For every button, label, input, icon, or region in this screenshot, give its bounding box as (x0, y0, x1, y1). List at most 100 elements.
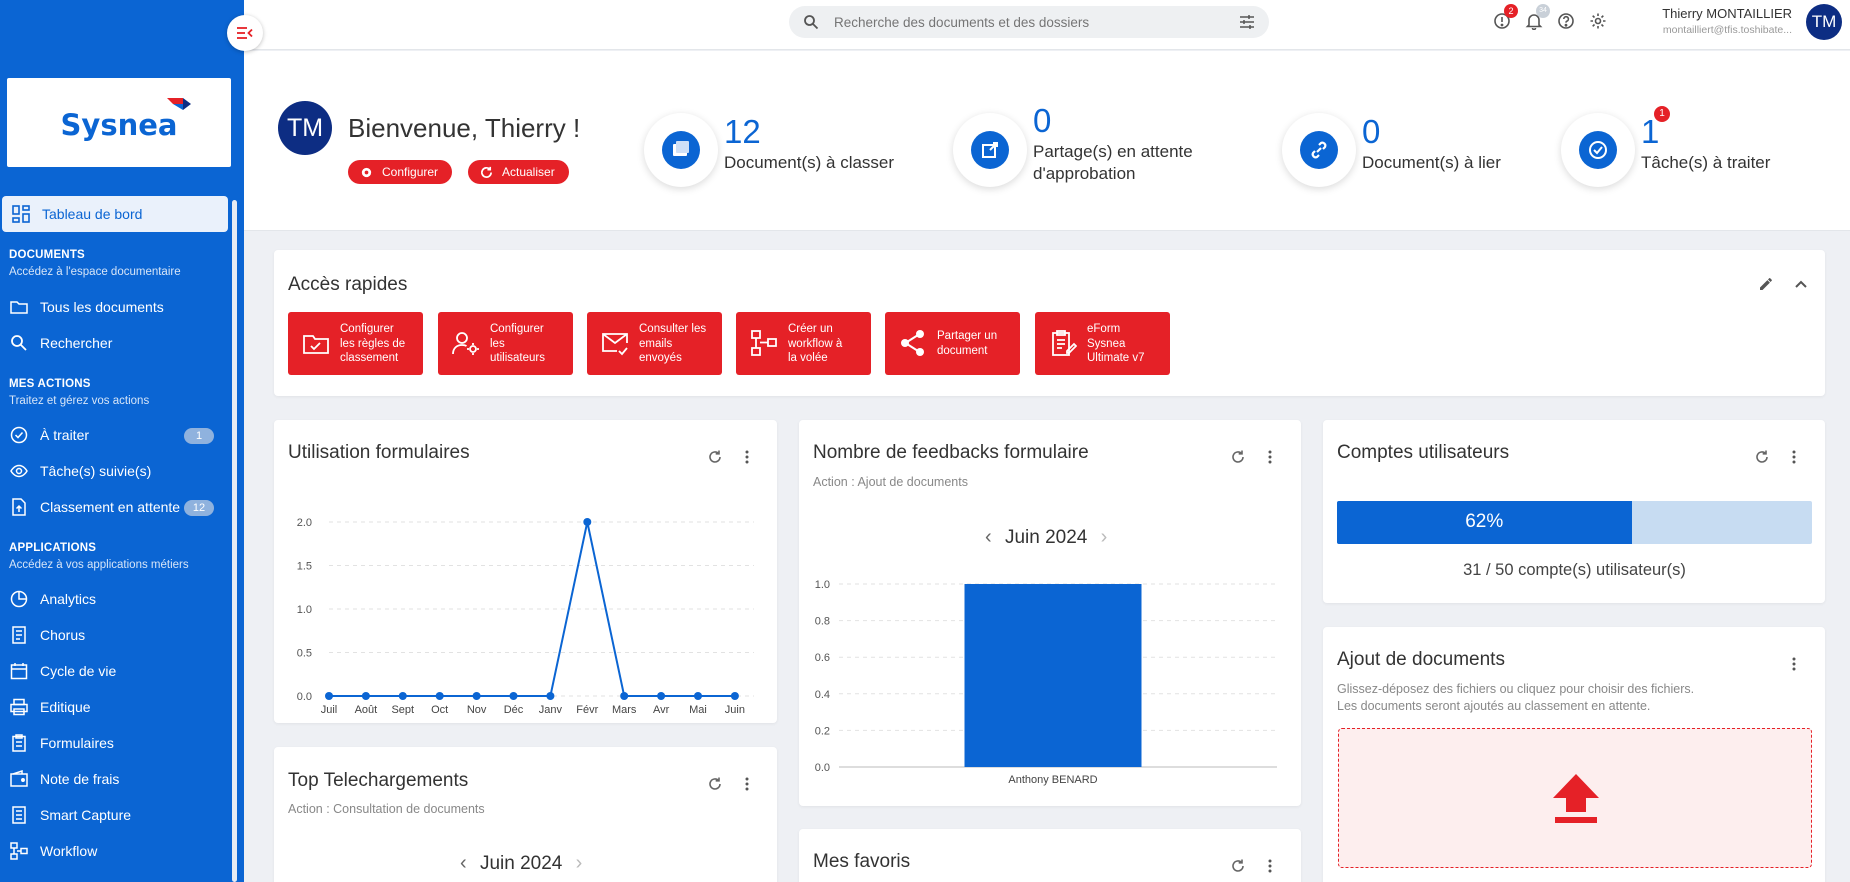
card-title: Top Telechargements (288, 770, 469, 791)
printer-icon (10, 698, 28, 716)
y-tick-label: 0.5 (297, 648, 312, 660)
user-name[interactable]: Thierry MONTAILLIER (1662, 6, 1792, 21)
pie-chart-icon (10, 590, 28, 608)
data-point (509, 692, 518, 700)
month-navigator: ‹ Juin 2024 › (460, 852, 582, 875)
chevron-up-icon[interactable] (1793, 276, 1809, 292)
refresh-label: Actualiser (502, 165, 555, 179)
documents-stack-icon (673, 141, 689, 156)
user-avatar[interactable]: TM (1806, 4, 1842, 40)
sidebar-item-lifecycle[interactable]: Cycle de vie (0, 653, 230, 689)
sidebar-item-label: Note de frais (40, 771, 120, 787)
sidebar-item-dashboard[interactable]: Tableau de bord (2, 196, 228, 232)
quick-access-filing-rules[interactable]: Configurer les règles de classement (288, 312, 423, 375)
bell-icon[interactable] (1525, 12, 1543, 30)
invoice-icon (12, 626, 26, 644)
check-circle-icon (10, 426, 28, 444)
more-vertical-icon[interactable] (1786, 656, 1802, 672)
series-line (329, 521, 735, 697)
quick-access-sent-emails[interactable]: Consulter les emails envoyés (587, 312, 722, 375)
quick-access-eform[interactable]: eForm Sysnea Ultimate v7 (1035, 312, 1170, 375)
alert-badge: 2 (1504, 4, 1518, 18)
stat-icon-circle (1561, 113, 1635, 187)
global-search[interactable] (789, 6, 1269, 38)
folder-icon (10, 301, 28, 314)
sidebar-item-label: À traiter (40, 427, 90, 443)
x-tick-label: Déc (504, 704, 524, 715)
x-tick-label: Avr (653, 704, 670, 715)
sidebar-item-editique[interactable]: Editique (0, 689, 230, 725)
next-month-chevron-icon[interactable]: › (1100, 526, 1108, 548)
progress-percent: 62% (1465, 511, 1504, 532)
alert-circle-icon[interactable] (1493, 12, 1511, 30)
sidebar-item-all-documents[interactable]: Tous les documents (0, 289, 230, 325)
search-input[interactable] (834, 12, 1224, 32)
configure-button[interactable]: Configurer (348, 160, 453, 184)
quick-access-share-document[interactable]: Partager un document (885, 312, 1020, 375)
sidebar-item-search[interactable]: Rechercher (0, 325, 230, 361)
sidebar-item-expenses[interactable]: Note de frais (0, 761, 230, 797)
more-vertical-icon[interactable] (1262, 858, 1278, 874)
pencil-icon[interactable] (1758, 276, 1774, 292)
sidebar-item-label: Classement en attente (40, 499, 181, 515)
gear-icon (361, 167, 372, 177)
more-vertical-icon[interactable] (739, 449, 755, 465)
sidebar-item-smart-capture[interactable]: Smart Capture (0, 797, 230, 833)
collapse-sidebar-button[interactable] (227, 15, 263, 51)
stat-label-line2: d'approbation (1033, 164, 1136, 183)
help-icon[interactable] (1557, 12, 1575, 30)
share-icon (901, 330, 924, 356)
sidebar-item-to-process[interactable]: À traiter 1 (0, 417, 230, 453)
quick-access-configure-users[interactable]: Configurer les utilisateurs (438, 312, 573, 375)
section-title-actions: MES ACTIONS (9, 378, 91, 390)
month-label: Juin 2024 (1004, 527, 1088, 548)
more-vertical-icon[interactable] (1262, 449, 1278, 465)
sidebar-nav: Tableau de bord DOCUMENTS Accédez à l'es… (0, 196, 230, 882)
stat-value: 0 (1033, 102, 1052, 139)
search-icon (11, 335, 27, 351)
x-tick-label: Mars (612, 704, 637, 715)
more-vertical-icon[interactable] (1786, 449, 1802, 465)
upload-arrow-icon (1553, 774, 1599, 823)
folder-rules-icon (303, 335, 329, 354)
refresh-icon[interactable] (707, 776, 723, 792)
sidebar-item-analytics[interactable]: Analytics (0, 581, 230, 617)
top-downloads-card: Top Telechargements Action : Consultatio… (274, 747, 777, 882)
refresh-button[interactable]: Actualiser (468, 160, 569, 184)
prev-month-chevron-icon[interactable]: ‹ (460, 852, 467, 874)
card-title: Utilisation formulaires (288, 442, 470, 463)
refresh-icon[interactable] (707, 449, 723, 465)
sidebar-item-chorus[interactable]: Chorus (0, 617, 230, 653)
next-month-chevron-icon[interactable]: › (575, 852, 583, 874)
section-subtitle-applications: Accédez à vos applications métiers (9, 559, 189, 571)
sidebar-item-forms[interactable]: Formulaires (0, 725, 230, 761)
file-dropzone[interactable] (1338, 728, 1812, 868)
data-point (398, 692, 407, 700)
avatar: TM (278, 101, 332, 155)
section-subtitle-documents: Accédez à l'espace documentaire (9, 266, 181, 278)
y-tick-label: 0.2 (815, 725, 830, 737)
sidebar-item-label: Analytics (40, 591, 97, 607)
sidebar-scrollbar[interactable] (232, 200, 237, 882)
sidebar-item-pending-filing[interactable]: Classement en attente 12 (0, 489, 230, 525)
refresh-icon[interactable] (1754, 449, 1770, 465)
refresh-icon[interactable] (1230, 858, 1246, 874)
clipboard-icon (12, 734, 26, 752)
stat-label: Tâche(s) à traiter (1641, 153, 1771, 172)
refresh-icon[interactable] (1230, 449, 1246, 465)
quick-access-label: Configurer les utilisateurs (490, 323, 545, 364)
quick-access-create-workflow[interactable]: Créer un workflow à la volée (736, 312, 871, 375)
logo[interactable]: Sysnea (7, 78, 231, 167)
card-title: Comptes utilisateurs (1337, 442, 1510, 463)
sidebar-item-followed-tasks[interactable]: Tâche(s) suivie(s) (0, 453, 230, 489)
more-vertical-icon[interactable] (739, 776, 755, 792)
gear-icon[interactable] (1589, 12, 1607, 30)
prev-month-chevron-icon[interactable]: ‹ (985, 526, 992, 548)
bar (964, 584, 1142, 767)
email-check-icon (602, 333, 628, 356)
sidebar: Sysnea Tableau de bord DOCUMENTS Accédez… (0, 0, 244, 882)
section-title-applications: APPLICATIONS (9, 542, 97, 554)
filter-settings-icon[interactable] (1239, 14, 1255, 30)
feedbacks-bar-chart: 0.0 0.2 0.4 0.6 0.8 1.0 Anthony BENARD (815, 579, 1277, 786)
sidebar-item-workflow[interactable]: Workflow (0, 833, 230, 869)
